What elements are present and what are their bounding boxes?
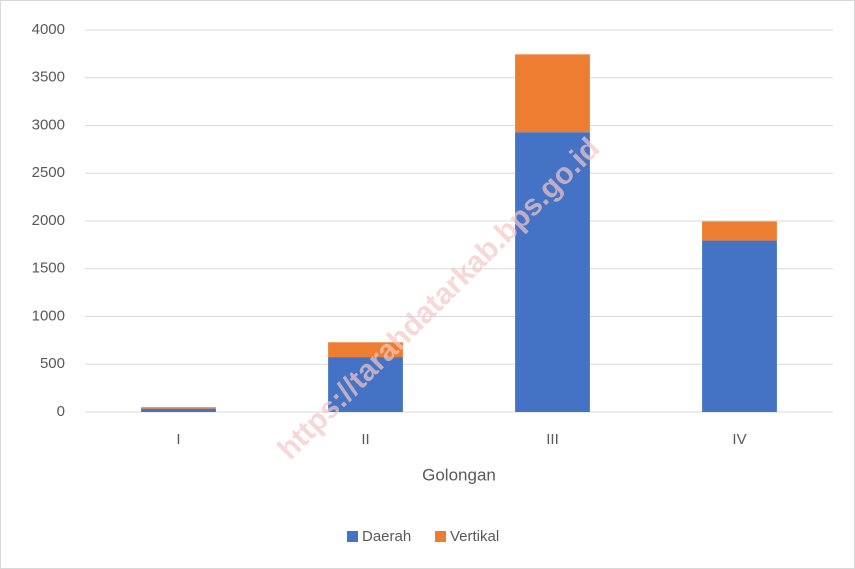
- x-axis-label: Golongan: [422, 465, 496, 484]
- y-tick-label: 1500: [32, 260, 65, 277]
- y-tick-label: 3500: [32, 69, 65, 86]
- y-tick-label: 2500: [32, 164, 65, 181]
- bar-segment: [515, 132, 590, 412]
- y-tick-label: 0: [57, 403, 65, 420]
- y-tick-label: 4000: [32, 21, 65, 38]
- legend-swatch: [435, 531, 446, 542]
- legend-label: Daerah: [362, 528, 411, 545]
- bar-segment: [328, 342, 403, 358]
- y-tick-label: 3000: [32, 116, 65, 133]
- x-tick-label: IV: [732, 431, 746, 448]
- legend-label: Vertikal: [450, 528, 499, 545]
- bar-segment: [141, 408, 216, 412]
- y-tick-label: 1000: [32, 307, 65, 324]
- y-tick-label: 500: [40, 355, 65, 372]
- bar-segment: [515, 54, 590, 133]
- bar-segment: [141, 407, 216, 409]
- legend-swatch: [347, 531, 358, 542]
- bar-segment: [702, 240, 777, 412]
- x-tick-label: I: [176, 431, 180, 448]
- x-tick-label: III: [546, 431, 559, 448]
- bar-segment: [702, 221, 777, 241]
- y-tick-label: 2000: [32, 212, 65, 229]
- bar-segment: [328, 357, 403, 412]
- x-tick-label: II: [361, 431, 369, 448]
